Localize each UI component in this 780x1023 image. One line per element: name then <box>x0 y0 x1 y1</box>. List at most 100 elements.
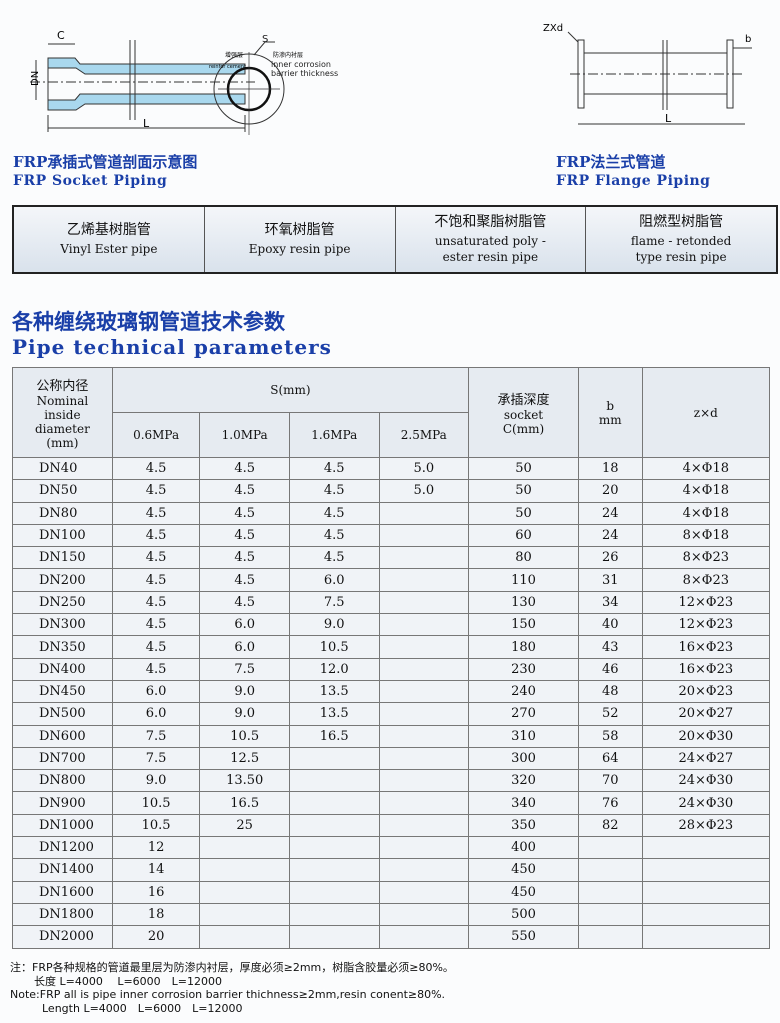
table-cell: 450 <box>468 858 579 882</box>
table-row: DN150 4.5 4.5 4.5 80 26 8×Φ23 <box>12 546 771 570</box>
table-cell <box>288 925 380 949</box>
table-cell <box>199 880 290 904</box>
table-cell: 13.50 <box>199 769 290 793</box>
table-cell: 4.5 <box>199 546 290 570</box>
table-cell: 150 <box>468 613 579 637</box>
type-en: unsaturated poly - ester resin pipe <box>434 234 546 264</box>
table-cell: 6.0 <box>111 679 201 704</box>
table-cell: DN450 <box>12 679 113 704</box>
table-cell: 16.5 <box>288 724 380 748</box>
table-cell: 24×Φ30 <box>641 791 771 815</box>
flange-piping-diagram: ZXd b L <box>543 23 752 125</box>
table-cell: 340 <box>468 791 579 815</box>
table-row: DN100 4.5 4.5 4.5 60 24 8×Φ18 <box>12 523 771 548</box>
table-row: DN1200 12 400 <box>12 836 771 860</box>
table-cell: 16×Φ23 <box>641 657 771 681</box>
table-cell: 6.0 <box>199 613 290 637</box>
table-cell: 320 <box>468 769 579 793</box>
table-cell <box>378 657 470 681</box>
table-cell: DN900 <box>12 791 113 815</box>
table-cell: 18 <box>577 456 643 481</box>
table-cell: 12 <box>111 836 201 860</box>
table-cell: 12×Φ23 <box>641 613 771 637</box>
table-cell: DN80 <box>12 501 113 525</box>
table-cell: 60 <box>468 523 579 548</box>
table-cell: DN200 <box>12 568 113 592</box>
table-cell <box>577 880 643 904</box>
table-row: DN80 4.5 4.5 4.5 50 24 4×Φ18 <box>12 501 771 525</box>
table-cell: 4.5 <box>288 501 380 525</box>
table-cell: 6.0 <box>111 702 201 726</box>
table-row: DN1800 18 500 <box>12 902 771 927</box>
note-cn-length: 长度 L=4000 L=6000 L=12000 <box>34 974 223 988</box>
table-cell <box>199 902 290 927</box>
table-cell <box>577 858 643 882</box>
table-cell: 4.5 <box>111 479 201 503</box>
label-reinforcement-en: reinfor cement <box>209 64 246 70</box>
table-cell: 10.5 <box>111 791 201 815</box>
table-cell: DN2000 <box>12 925 113 949</box>
type-cn: 不饱和聚脂树脂管 <box>434 214 547 230</box>
table-cell: 4.5 <box>111 568 201 592</box>
table-cell <box>378 746 470 771</box>
type-vinyl-ester: 乙烯基树脂管 Vinyl Ester pipe <box>14 207 205 272</box>
table-cell: 310 <box>468 724 579 748</box>
table-row: DN300 4.5 6.0 9.0 150 40 12×Φ23 <box>12 613 771 637</box>
label-barrier-en: inner corrosion barrier thickness <box>271 60 339 78</box>
table-cell <box>378 813 470 838</box>
table-row: DN50 4.5 4.5 4.5 5.0 50 20 4×Φ18 <box>12 479 771 503</box>
type-flame-retardant: 阻燃型树脂管 flame - retonded type resin pipe <box>586 207 776 272</box>
table-cell: 4×Φ18 <box>641 456 771 481</box>
table-cell: 20×Φ27 <box>641 702 771 726</box>
table-cell <box>378 568 470 592</box>
table-cell: 4.5 <box>111 523 201 548</box>
table-row: DN800 9.0 13.50 320 70 24×Φ30 <box>12 769 771 793</box>
header-1-6mpa: 1.6MPa <box>288 412 380 458</box>
table-cell: 7.5 <box>111 746 201 771</box>
table-cell: 4×Φ18 <box>641 479 771 503</box>
table-cell: 180 <box>468 635 579 659</box>
table-cell: DN100 <box>12 523 113 548</box>
table-cell: DN400 <box>12 657 113 681</box>
section-title-en: Pipe technical parameters <box>12 335 332 359</box>
table-cell <box>378 546 470 570</box>
table-cell <box>378 858 470 882</box>
table-cell: 40 <box>577 613 643 637</box>
table-cell: 4.5 <box>199 479 290 503</box>
header-2-5mpa: 2.5MPa <box>378 412 470 458</box>
table-cell: 400 <box>468 836 579 860</box>
table-cell <box>641 902 771 927</box>
header-0-6mpa: 0.6MPa <box>111 412 201 458</box>
table-cell <box>641 880 771 904</box>
table-cell: DN1000 <box>12 813 113 838</box>
flange-caption-en: FRP Flange Piping <box>556 173 711 189</box>
table-cell: 43 <box>577 635 643 659</box>
table-cell <box>288 880 380 904</box>
table-cell: 9.0 <box>199 679 290 704</box>
header-b: b mm <box>577 367 643 458</box>
table-cell: 4.5 <box>288 546 380 570</box>
table-cell <box>378 679 470 704</box>
header-socket: 承插深度 socket C(mm) <box>468 367 579 458</box>
type-unsaturated-polyester: 不饱和聚脂树脂管 unsaturated poly - ester resin p… <box>396 207 587 272</box>
table-cell: 50 <box>468 479 579 503</box>
table-row: DN200 4.5 4.5 6.0 110 31 8×Φ23 <box>12 568 771 592</box>
table-cell: 4.5 <box>288 479 380 503</box>
table-cell <box>199 925 290 949</box>
table-cell: 48 <box>577 679 643 704</box>
table-cell <box>378 523 470 548</box>
type-cn: 阻燃型树脂管 <box>639 214 724 230</box>
table-cell: 5.0 <box>378 456 470 481</box>
socket-piping-diagram: C S DN L <box>30 29 275 132</box>
table-cell: 24×Φ27 <box>641 746 771 771</box>
label-l: L <box>665 112 672 125</box>
note-en-length: Length L=4000 L=6000 L=12000 <box>42 1001 243 1015</box>
table-cell <box>378 590 470 615</box>
table-cell <box>378 613 470 637</box>
table-row: DN1400 14 450 <box>12 858 771 882</box>
table-cell: 50 <box>468 501 579 525</box>
table-cell <box>378 836 470 860</box>
table-cell <box>577 836 643 860</box>
table-cell <box>577 902 643 927</box>
type-epoxy: 环氧树脂管 Epoxy resin pipe <box>205 207 396 272</box>
